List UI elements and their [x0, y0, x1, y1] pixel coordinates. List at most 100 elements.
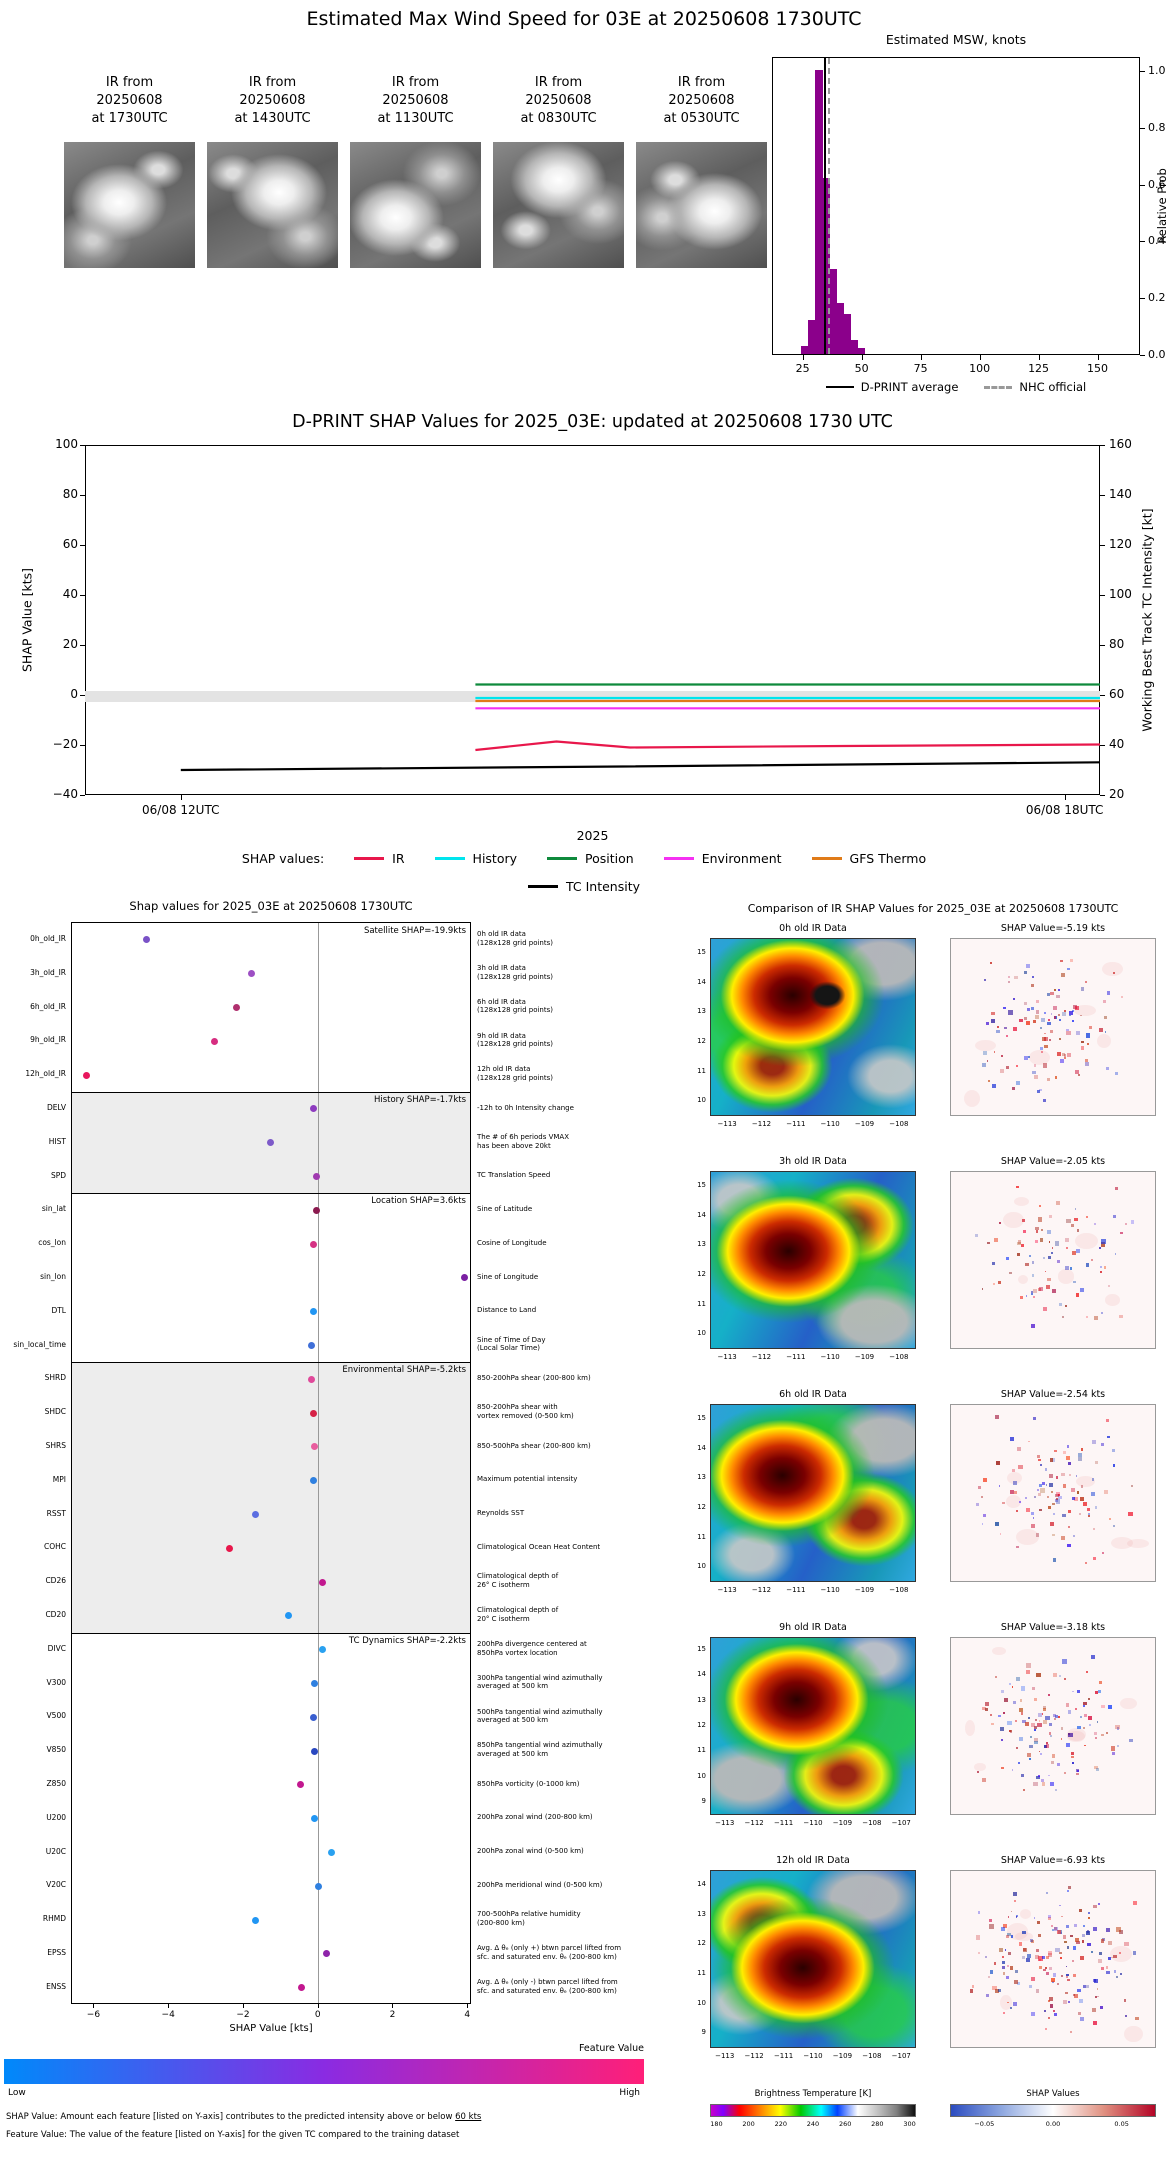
shap-speckle [981, 1523, 984, 1525]
shap-map-title: SHAP Value=-6.93 kts [1000, 1855, 1106, 1866]
shap-speckle [1048, 1732, 1052, 1736]
map-xtick: −111 [786, 1586, 806, 1594]
ir-data-map [710, 1404, 916, 1582]
shap-speckle [1041, 1713, 1044, 1715]
shap-speckle [1016, 1185, 1019, 1188]
histogram-xtick: 50 [854, 362, 869, 375]
shap-speckle [1073, 1535, 1076, 1538]
shap-speckle [1082, 1727, 1085, 1730]
shap-speckle [1048, 1915, 1052, 1919]
ts-ytick-right-mark [1100, 595, 1105, 596]
shap-speckle [1056, 1929, 1061, 1934]
shap-speckle [1049, 1967, 1052, 1970]
shap-colorbar-tick: 0.00 [1045, 2120, 1061, 2128]
shap-speckle [1016, 1446, 1021, 1451]
feature-name: EPSS [47, 1948, 66, 1957]
shap-speckle [976, 1770, 980, 1773]
shap-speckle [1065, 1742, 1070, 1747]
shap-speckle [971, 1985, 975, 1988]
shap-smudge [1127, 1538, 1149, 1548]
shap-speckle [1055, 1499, 1061, 1504]
shap-speckle [1043, 1744, 1048, 1748]
shap-speckle [1065, 1304, 1068, 1307]
shap-speckle [1090, 1655, 1095, 1659]
shap-speckle [1045, 1285, 1050, 1290]
section-label: Environmental SHAP=-5.2kts [342, 1365, 466, 1376]
map-ytick: 10 [697, 1998, 706, 2007]
shap-speckle [1027, 1753, 1032, 1757]
map-xtick: −113 [717, 1353, 737, 1361]
map-xtick: −110 [820, 1120, 840, 1128]
shap-speckle [1063, 1057, 1066, 1060]
ts-xtick: 06/08 12UTC [142, 803, 220, 817]
shap-speckle [1054, 1498, 1058, 1502]
shap-smudge [1105, 1294, 1120, 1307]
map-ytick: 15 [697, 1413, 706, 1422]
shap-speckle [1090, 1258, 1093, 1261]
ts-ytick-right-mark [1100, 745, 1105, 746]
shap-speckle [989, 961, 992, 964]
shap-speckle [1030, 1939, 1035, 1944]
feature-description: 12h old IR data (128x128 grid points) [477, 1065, 553, 1083]
shap-speckle [1080, 1046, 1085, 1050]
shap-speckle [1043, 1968, 1046, 1971]
shap-smudge [965, 1719, 976, 1737]
shap-speckle [1068, 1510, 1072, 1514]
shap-speckle [1033, 1781, 1038, 1787]
shap-speckle [1092, 1440, 1096, 1444]
shap-speckle [1103, 1266, 1106, 1269]
shap-speckle [1074, 1207, 1077, 1210]
feature-dot [322, 1950, 330, 1958]
ts-ytick-right: 160 [1109, 437, 1132, 451]
shap-speckle [1046, 1229, 1051, 1234]
shap-speckle [984, 1701, 990, 1707]
ts-ytick-right: 60 [1109, 687, 1125, 701]
feature-name: ENSS [46, 1981, 66, 1991]
shap-speckle [1101, 1733, 1105, 1737]
featureplot-xtick-mark [317, 2003, 319, 2008]
shap-speckle [987, 1080, 990, 1083]
bt-colorbar-tick: 220 [774, 2120, 788, 2128]
featureplot-xtick-mark [168, 2003, 170, 2008]
shap-speckle [1031, 2012, 1035, 2016]
shap-speckle [1048, 1774, 1050, 1777]
shap-speckle [1066, 1975, 1069, 1978]
shap-speckle [1062, 1659, 1067, 1664]
shap-speckle [1006, 1257, 1010, 1260]
shap-speckle [1033, 1917, 1036, 1919]
shap-speckle [1093, 1315, 1098, 1321]
shap-speckle [1046, 992, 1051, 996]
feature-description: Climatological depth of 26° C isotherm [477, 1572, 559, 1590]
map-xtick: −111 [786, 1120, 806, 1128]
timeseries-legend-row2: TC Intensity [0, 879, 1168, 894]
feature-name: COHC [43, 1542, 66, 1552]
map-xtick: −110 [803, 2052, 823, 2060]
shap-speckle [1110, 1956, 1113, 1959]
shap-speckle [1063, 1054, 1067, 1057]
map-ytick: 12 [697, 1502, 706, 1511]
shap-speckle [1055, 1493, 1059, 1498]
featureplot-xtick: 4 [464, 2009, 471, 2020]
histogram-ytick-mark [1140, 184, 1145, 186]
feature-dot [318, 1646, 326, 1654]
shap-speckle [1084, 1061, 1089, 1066]
shap-speckle [1063, 1678, 1066, 1681]
ts-ytick-left: −20 [52, 737, 78, 751]
shap-smudge [1075, 1232, 1098, 1250]
zero-gridline [318, 923, 320, 2003]
shap-speckle [1128, 1512, 1133, 1517]
feature-description: 850-200hPa shear with vortex removed (0-… [477, 1403, 574, 1421]
shap-speckle [1036, 1488, 1039, 1492]
shap-speckle [1099, 1265, 1102, 1268]
shap-speckle [1107, 1435, 1110, 1439]
shap-speckle [1048, 1505, 1052, 1509]
shap-speckle [1034, 1015, 1039, 1019]
shap-speckle [1084, 1059, 1089, 1063]
ir-map-title: 9h old IR Data [779, 1622, 847, 1633]
shap-speckle [1053, 1717, 1057, 1721]
shap-speckle [995, 1989, 999, 1994]
shap-speckle [993, 1051, 996, 1054]
shap-speckle [1107, 1705, 1112, 1710]
shap-speckle [1009, 2007, 1012, 2010]
